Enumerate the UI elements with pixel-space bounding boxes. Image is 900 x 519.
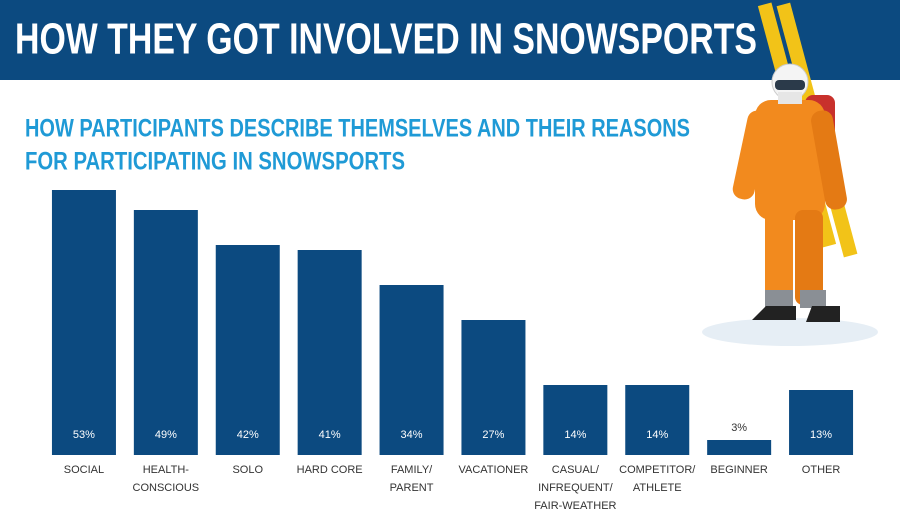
x-tick-label: HEALTH- CONSCIOUS [132, 464, 200, 494]
x-tick-label: VACATIONER [458, 464, 529, 476]
x-tick-label: BEGINNER [710, 464, 768, 476]
bar [297, 250, 362, 455]
header-band [0, 0, 900, 80]
value-label: 14% [646, 429, 668, 441]
value-label: 34% [401, 429, 423, 441]
bar [543, 385, 608, 455]
chart-subtitle: HOW PARTICIPANTS DESCRIBE THEMSELVES AND… [25, 115, 690, 143]
bar [789, 390, 854, 455]
x-tick-label: SOLO [232, 464, 264, 476]
value-label: 42% [237, 429, 259, 441]
bar [625, 385, 690, 455]
bar [133, 210, 198, 455]
value-label: 14% [564, 429, 586, 441]
bar [51, 190, 116, 455]
value-label: 27% [482, 429, 504, 441]
chart-subtitle: FOR PARTICIPATING IN SNOWSPORTS [25, 148, 405, 176]
value-label: 49% [155, 429, 177, 441]
chart-title: HOW THEY GOT INVOLVED IN SNOWSPORTS [15, 15, 757, 64]
x-tick-label: HARD CORE [296, 464, 363, 476]
bar [707, 440, 772, 455]
bar [461, 320, 526, 455]
value-label: 41% [319, 429, 341, 441]
skier-illustration [702, 2, 878, 346]
value-label: 53% [73, 429, 95, 441]
x-tick-label: CASUAL/ INFREQUENT/ FAIR-WEATHER [534, 464, 617, 512]
x-tick-label: FAMILY/ PARENT [389, 464, 434, 494]
value-label: 13% [810, 429, 832, 441]
bar [215, 245, 280, 455]
x-tick-label: SOCIAL [63, 464, 105, 476]
x-tick-label: OTHER [801, 464, 841, 476]
bar [379, 285, 444, 455]
value-label: 3% [731, 422, 747, 434]
x-tick-label: COMPETITOR/ ATHLETE [619, 464, 696, 494]
